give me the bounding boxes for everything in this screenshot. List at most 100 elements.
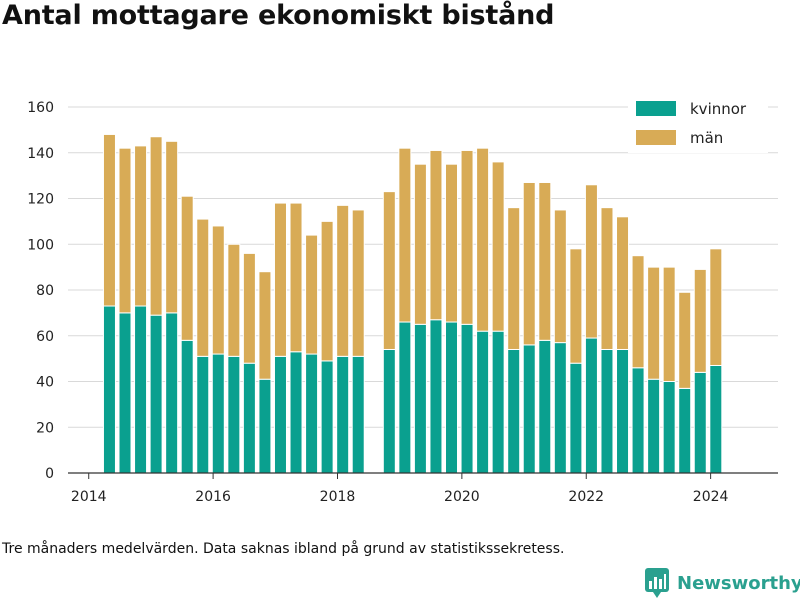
bar-kvinnor bbox=[102, 305, 116, 474]
bar-kvinnor bbox=[538, 339, 552, 474]
bar-män bbox=[351, 209, 365, 357]
bar-män bbox=[445, 163, 459, 323]
bar-kvinnor bbox=[305, 353, 319, 474]
bar-kvinnor bbox=[507, 348, 521, 474]
bar-män bbox=[273, 202, 287, 357]
bar-kvinnor bbox=[320, 360, 334, 474]
bar-män bbox=[631, 255, 645, 369]
bar-män bbox=[180, 195, 194, 341]
bar-män bbox=[305, 234, 319, 355]
bar-kvinnor bbox=[522, 344, 536, 474]
bar-kvinnor bbox=[165, 312, 179, 474]
bar-kvinnor bbox=[180, 339, 194, 474]
bar-kvinnor bbox=[211, 353, 225, 474]
bar-kvinnor bbox=[118, 312, 132, 474]
bar-kvinnor bbox=[429, 319, 443, 474]
bar-män bbox=[102, 133, 116, 307]
bar-män bbox=[460, 149, 474, 325]
y-tick-label: 40 bbox=[36, 375, 54, 391]
y-tick-label: 160 bbox=[27, 100, 54, 116]
bar-kvinnor bbox=[413, 323, 427, 474]
bar-kvinnor bbox=[227, 355, 241, 474]
bar-kvinnor bbox=[382, 348, 396, 474]
bar-män bbox=[429, 149, 443, 321]
bar-män bbox=[165, 140, 179, 314]
x-tick-label: 2022 bbox=[568, 489, 604, 505]
bar-kvinnor bbox=[709, 364, 723, 474]
y-tick-label: 100 bbox=[27, 237, 54, 253]
y-tick-label: 60 bbox=[36, 329, 54, 345]
bar-kvinnor bbox=[273, 355, 287, 474]
bar-kvinnor bbox=[149, 314, 163, 474]
bar-män bbox=[118, 147, 132, 314]
bar-kvinnor bbox=[196, 355, 210, 474]
bar-män bbox=[662, 266, 676, 382]
bar-män bbox=[569, 248, 583, 364]
bar-män bbox=[476, 147, 490, 332]
bar-män bbox=[647, 266, 661, 380]
bar-män bbox=[336, 204, 350, 357]
bar-män bbox=[693, 268, 707, 373]
bar-kvinnor bbox=[336, 355, 350, 474]
bar-män bbox=[600, 207, 614, 350]
bar-kvinnor bbox=[445, 321, 459, 474]
bar-män bbox=[227, 243, 241, 357]
bar-män bbox=[196, 218, 210, 357]
bar-kvinnor bbox=[584, 337, 598, 474]
bar-män bbox=[584, 184, 598, 339]
page-title: Antal mottagare ekonomiskt bistånd bbox=[2, 0, 555, 31]
bar-män bbox=[149, 136, 163, 316]
x-tick-label: 2018 bbox=[320, 489, 356, 505]
bar-kvinnor bbox=[569, 362, 583, 474]
bar-kvinnor bbox=[616, 348, 630, 474]
bar-män bbox=[398, 147, 412, 323]
x-tick-label: 2014 bbox=[71, 489, 107, 505]
bar-kvinnor bbox=[678, 387, 692, 474]
bar-kvinnor bbox=[491, 330, 505, 474]
brand-name: Newsworthy bbox=[677, 572, 800, 594]
bar-kvinnor bbox=[289, 351, 303, 474]
legend-swatch-kvinnor bbox=[636, 101, 676, 116]
bar-män bbox=[491, 161, 505, 332]
bar-män bbox=[616, 216, 630, 350]
bar-kvinnor bbox=[553, 342, 567, 474]
y-tick-label: 80 bbox=[36, 283, 54, 299]
bar-män bbox=[320, 220, 334, 362]
bar-män bbox=[553, 209, 567, 344]
bar-kvinnor bbox=[134, 305, 148, 474]
bar-kvinnor bbox=[476, 330, 490, 474]
y-tick-label: 120 bbox=[27, 192, 54, 208]
bar-kvinnor bbox=[398, 321, 412, 474]
bar-män bbox=[382, 191, 396, 350]
bar-kvinnor bbox=[460, 323, 474, 474]
bar-män bbox=[709, 248, 723, 366]
bar-män bbox=[413, 163, 427, 325]
bar-män bbox=[522, 181, 536, 346]
bar-kvinnor bbox=[600, 348, 614, 474]
x-tick-label: 2016 bbox=[195, 489, 231, 505]
brand-logo[interactable]: Newsworthy bbox=[645, 568, 800, 598]
bar-kvinnor bbox=[647, 378, 661, 474]
legend-swatch-män bbox=[636, 130, 676, 145]
y-tick-label: 20 bbox=[36, 420, 54, 436]
newsworthy-logo-icon bbox=[645, 568, 669, 598]
bar-män bbox=[134, 145, 148, 307]
x-tick-label: 2024 bbox=[693, 489, 729, 505]
legend-label-män: män bbox=[690, 129, 723, 147]
bar-män bbox=[258, 271, 272, 380]
footnote: Tre månaders medelvärden. Data saknas ib… bbox=[2, 541, 565, 557]
legend-label-kvinnor: kvinnor bbox=[690, 100, 747, 118]
bar-män bbox=[242, 252, 256, 364]
bar-kvinnor bbox=[258, 378, 272, 474]
bar-män bbox=[678, 291, 692, 389]
bar-kvinnor bbox=[351, 355, 365, 474]
y-tick-label: 140 bbox=[27, 146, 54, 162]
x-tick-label: 2020 bbox=[444, 489, 480, 505]
bar-kvinnor bbox=[242, 362, 256, 474]
bar-män bbox=[211, 225, 225, 355]
bar-män bbox=[507, 207, 521, 350]
y-tick-label: 0 bbox=[45, 466, 54, 482]
bar-kvinnor bbox=[662, 381, 676, 474]
bar-kvinnor bbox=[631, 367, 645, 474]
bar-män bbox=[289, 202, 303, 353]
